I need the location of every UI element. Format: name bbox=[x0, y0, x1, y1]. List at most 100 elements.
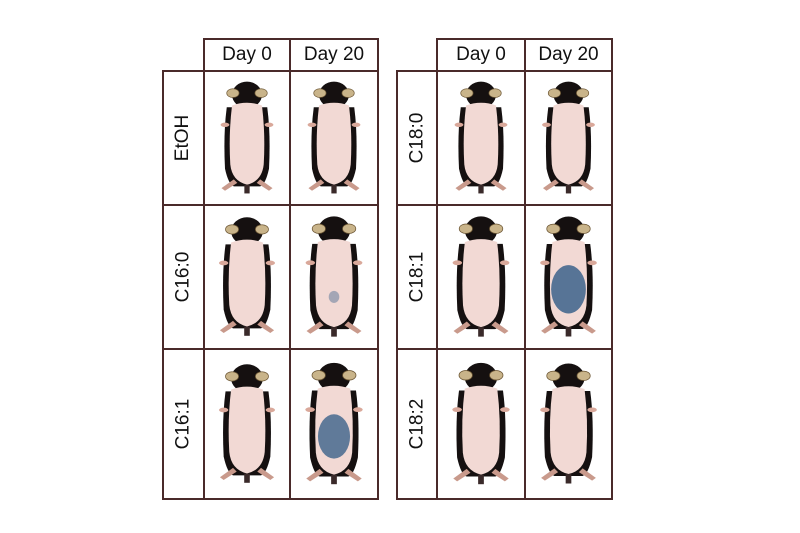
left-ear bbox=[458, 370, 473, 381]
left-ear bbox=[313, 88, 327, 98]
head bbox=[466, 81, 496, 109]
head bbox=[232, 81, 262, 109]
mouse-photo bbox=[289, 204, 379, 350]
row-label: EtOH bbox=[162, 70, 205, 206]
tail-base bbox=[565, 474, 572, 484]
hind-left-leg bbox=[453, 321, 471, 334]
hind-right-leg bbox=[344, 468, 362, 482]
shaved-back bbox=[462, 239, 500, 328]
front-left-paw bbox=[452, 260, 463, 266]
shaved-back bbox=[549, 386, 588, 475]
column-header-day0: Day 0 bbox=[203, 38, 291, 72]
row-label: C16:1 bbox=[162, 348, 205, 500]
mouse-illustration bbox=[540, 216, 597, 337]
hind-right-leg bbox=[491, 468, 509, 482]
front-left-paw bbox=[305, 407, 315, 413]
hind-right-leg bbox=[344, 321, 362, 334]
hind-left-leg bbox=[308, 179, 325, 191]
mouse-illustration bbox=[540, 363, 597, 484]
mouse-photo bbox=[203, 70, 291, 206]
hind-left-leg bbox=[453, 468, 471, 482]
right-ear bbox=[576, 88, 590, 98]
mouse-illustration bbox=[305, 362, 363, 485]
front-right-paw bbox=[265, 260, 275, 266]
tail-base bbox=[331, 327, 337, 337]
mouse-illustration bbox=[452, 216, 510, 337]
row-label: C18:1 bbox=[396, 204, 438, 350]
hind-right-leg bbox=[257, 320, 275, 333]
hind-right-leg bbox=[490, 179, 507, 191]
tail-base bbox=[478, 184, 484, 194]
hind-left-leg bbox=[219, 320, 237, 333]
mouse-illustration bbox=[307, 81, 361, 194]
right-ear bbox=[489, 370, 504, 381]
mouse-photo bbox=[436, 204, 526, 350]
shaved-back bbox=[228, 239, 266, 327]
shaved-back bbox=[228, 386, 266, 474]
hind-right-leg bbox=[578, 179, 595, 191]
head bbox=[319, 81, 349, 109]
hind-left-leg bbox=[221, 179, 238, 191]
hind-left-leg bbox=[306, 321, 324, 334]
tail-base bbox=[478, 327, 484, 337]
hind-left-leg bbox=[306, 468, 324, 482]
tail-base bbox=[331, 474, 337, 485]
front-right-paw bbox=[587, 407, 597, 413]
hind-left-leg bbox=[455, 179, 472, 191]
mouse-illustration bbox=[305, 216, 363, 337]
left-ear bbox=[311, 223, 326, 234]
front-right-paw bbox=[264, 122, 274, 127]
hind-right-leg bbox=[491, 321, 509, 334]
head bbox=[552, 363, 585, 392]
front-right-paw bbox=[352, 260, 363, 266]
column-header-day20: Day 20 bbox=[289, 38, 379, 72]
left-ear bbox=[546, 223, 561, 234]
blue-stain bbox=[551, 265, 586, 314]
right-ear bbox=[489, 223, 504, 234]
tail-base bbox=[478, 474, 484, 485]
hind-right-leg bbox=[343, 179, 360, 191]
head bbox=[552, 216, 585, 245]
hind-left-leg bbox=[541, 321, 559, 334]
hind-right-leg bbox=[256, 179, 273, 191]
mouse-photo bbox=[524, 348, 613, 500]
mouse-photo bbox=[289, 70, 379, 206]
front-left-paw bbox=[219, 260, 229, 266]
tail-base bbox=[565, 184, 572, 194]
front-right-paw bbox=[499, 260, 510, 266]
shaved-back bbox=[315, 239, 353, 328]
front-left-paw bbox=[220, 122, 230, 127]
mouse-illustration bbox=[219, 364, 275, 483]
head bbox=[231, 364, 263, 393]
tail-base bbox=[331, 184, 337, 194]
mouse-photo bbox=[524, 70, 613, 206]
front-right-paw bbox=[351, 122, 361, 127]
left-ear bbox=[460, 88, 474, 98]
blue-stain bbox=[317, 414, 351, 459]
shaved-back bbox=[551, 102, 586, 185]
mouse-illustration bbox=[452, 362, 510, 485]
row-label: C18:0 bbox=[396, 70, 438, 206]
front-left-paw bbox=[540, 407, 550, 413]
shaved-back bbox=[316, 102, 352, 185]
right-ear bbox=[342, 223, 357, 234]
left-ear bbox=[311, 370, 326, 381]
blue-stain bbox=[328, 290, 340, 303]
hind-right-leg bbox=[257, 467, 275, 480]
right-ear bbox=[255, 224, 269, 235]
head bbox=[317, 216, 351, 245]
front-left-paw bbox=[305, 260, 316, 266]
row-label: C18:2 bbox=[396, 348, 438, 500]
shaved-back bbox=[229, 102, 265, 185]
front-right-paw bbox=[498, 122, 508, 127]
right-ear bbox=[576, 370, 591, 381]
front-right-paw bbox=[265, 407, 275, 413]
hind-left-leg bbox=[542, 179, 559, 191]
shaved-back bbox=[462, 385, 500, 475]
head bbox=[553, 81, 584, 109]
mouse-photo bbox=[436, 70, 526, 206]
column-header-day0: Day 0 bbox=[436, 38, 526, 72]
mouse-illustration bbox=[454, 81, 508, 194]
left-ear bbox=[226, 88, 240, 98]
hind-right-leg bbox=[578, 321, 596, 334]
